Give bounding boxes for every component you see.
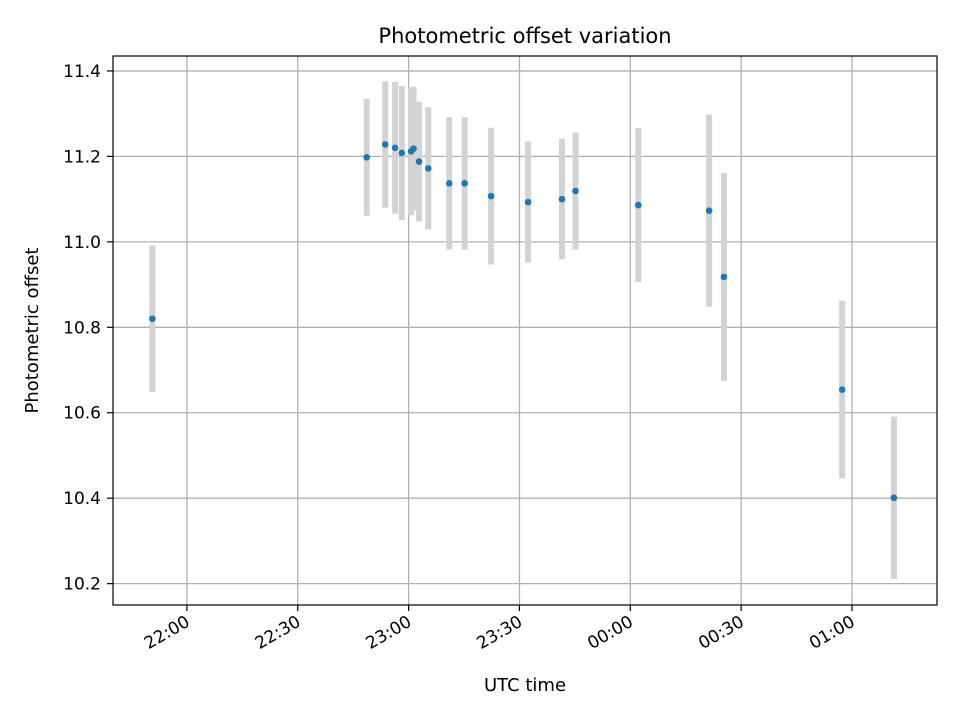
data-point (415, 158, 423, 165)
data-point (838, 386, 846, 393)
data-point (149, 315, 156, 323)
data-point (890, 494, 898, 502)
grid (113, 56, 937, 605)
data-point (398, 149, 406, 157)
data-point (558, 195, 566, 203)
y-tick-label: 11.4 (63, 62, 101, 82)
chart-title: Photometric offset variation (378, 24, 671, 48)
data-point (425, 165, 432, 172)
data-point (524, 198, 532, 206)
data-point (363, 153, 371, 161)
data-point (381, 141, 389, 148)
data-point (391, 144, 399, 152)
data-point (461, 180, 468, 187)
data-point (410, 145, 417, 153)
y-tick-label: 10.2 (63, 575, 101, 595)
x-axis-label: UTC time (484, 675, 566, 696)
y-tick-label: 10.4 (63, 489, 101, 509)
y-axis-label: Photometric offset (22, 248, 43, 414)
data-point (445, 180, 453, 187)
data-point (572, 187, 579, 195)
data-point (720, 273, 728, 281)
plot-frame (112, 55, 938, 606)
data-point (705, 207, 713, 214)
data-point (635, 201, 642, 209)
y-tick-label: 11.0 (63, 233, 101, 253)
data-points (149, 141, 898, 502)
y-tick-label: 10.8 (63, 318, 101, 338)
data-point (487, 192, 495, 200)
y-tick-label: 11.2 (63, 147, 101, 167)
y-tick-label: 10.6 (63, 404, 101, 424)
